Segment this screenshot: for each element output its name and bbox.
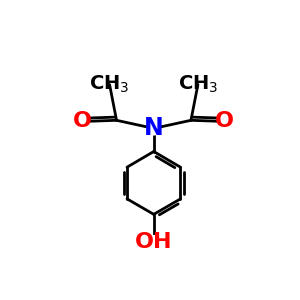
Circle shape (76, 115, 89, 128)
Text: N: N (144, 116, 164, 140)
Text: CH$_3$: CH$_3$ (178, 74, 218, 95)
Text: O: O (215, 112, 234, 131)
Text: OH: OH (135, 232, 172, 252)
Text: CH$_3$: CH$_3$ (89, 74, 130, 95)
Circle shape (147, 236, 160, 248)
Text: O: O (73, 112, 92, 131)
Circle shape (218, 115, 231, 128)
Circle shape (147, 122, 160, 135)
